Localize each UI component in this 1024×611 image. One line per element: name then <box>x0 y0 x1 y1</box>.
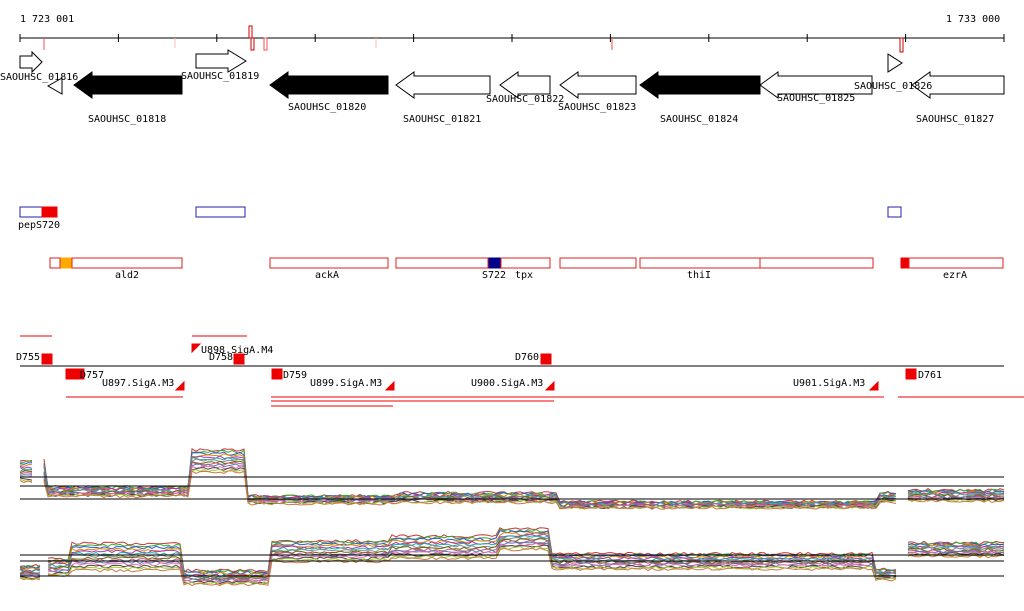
label-u900: U900.SigA.M3 <box>471 378 543 389</box>
label-d759: D759 <box>283 370 307 381</box>
gene-arrow-saouhsc-01821[interactable] <box>395 71 491 99</box>
gene-label-saouhsc-01827: SAOUHSC_01827 <box>916 114 994 125</box>
expression-lines-2 <box>19 527 1005 587</box>
marker-d757[interactable] <box>65 368 85 380</box>
expression-reference-lines-2 <box>20 554 1004 577</box>
ruler-marks <box>43 25 904 53</box>
gene-label-saouhsc-01825: SAOUHSC_01825 <box>777 93 855 104</box>
expression-track-2 <box>19 527 1005 587</box>
feature-s720-box[interactable] <box>41 206 58 218</box>
marker-u898[interactable] <box>191 343 202 354</box>
operon-tpx[interactable] <box>500 257 551 269</box>
gene-label-saouhsc-01823: SAOUHSC_01823 <box>558 102 636 113</box>
start-coordinate: 1 723 001 <box>20 14 74 25</box>
expression-lines-1 <box>19 447 1005 510</box>
label-d761: D761 <box>918 370 942 381</box>
gene-label-saouhsc-01826: SAOUHSC_01826 <box>854 81 932 92</box>
gene-label-saouhsc-01816: SAOUHSC_01816 <box>0 72 78 83</box>
small-feature-track: pep S720 <box>18 206 902 231</box>
operon-labels: ald2 ackA S722 tpx thiI ezrA <box>115 270 967 281</box>
expression-track-1 <box>19 447 1005 510</box>
gene-label-saouhsc-01822: SAOUHSC_01822 <box>486 94 564 105</box>
end-coordinate: 1 733 000 <box>946 14 1000 25</box>
regulation-markers <box>41 343 917 391</box>
operon-label-ald2: ald2 <box>115 270 139 281</box>
operon-label-thiI: thiI <box>687 270 711 281</box>
gene-labels: SAOUHSC_01816 SAOUHSC_01818 SAOUHSC_0181… <box>0 71 994 125</box>
operon-box-mid[interactable] <box>559 257 637 269</box>
gene-label-saouhsc-01819: SAOUHSC_01819 <box>181 71 259 82</box>
gene-label-saouhsc-01820: SAOUHSC_01820 <box>288 102 366 113</box>
marker-d761[interactable] <box>905 368 917 380</box>
regulation-bars <box>20 335 1024 407</box>
gene-arrow-saouhsc-01825[interactable] <box>759 71 873 99</box>
operon-label-ackA: ackA <box>315 270 339 281</box>
operon-s722-marker[interactable] <box>488 257 502 269</box>
coordinate-ruler: 1 723 001 1 733 000 <box>19 14 1005 53</box>
marker-d755[interactable] <box>41 353 53 365</box>
operon-track <box>49 257 1004 269</box>
marker-u901[interactable] <box>868 380 879 391</box>
label-u897: U897.SigA.M3 <box>102 378 174 389</box>
gene-arrow-saouhsc-01827[interactable] <box>911 71 1005 99</box>
ruler-ticks <box>19 34 1005 42</box>
operon-label-tpx: tpx <box>515 270 533 281</box>
feature-box-3[interactable] <box>887 206 902 218</box>
operon-s722-left[interactable] <box>395 257 489 269</box>
expression-reference-lines-1 <box>20 476 1004 500</box>
operon-ezrA-marker[interactable] <box>900 257 910 269</box>
operon-highlight-orange[interactable] <box>60 257 73 269</box>
label-d755: D755 <box>16 352 40 363</box>
operon-box-small[interactable] <box>49 257 61 269</box>
gene-arrow-saouhsc-01816-b[interactable] <box>46 77 63 95</box>
gene-track <box>19 49 1005 99</box>
operon-label-ezrA: ezrA <box>943 270 967 281</box>
operon-ald2[interactable] <box>71 257 183 269</box>
label-d760: D760 <box>515 352 539 363</box>
marker-u897[interactable] <box>174 380 185 391</box>
gene-label-saouhsc-01821: SAOUHSC_01821 <box>403 114 481 125</box>
gene-arrow-saouhsc-01816-a[interactable] <box>19 50 43 74</box>
label-u899: U899.SigA.M3 <box>310 378 382 389</box>
gene-arrow-saouhsc-01824[interactable] <box>639 71 761 99</box>
feature-label-pep: pep <box>18 220 36 231</box>
label-u898: U898.SigA.M4 <box>201 345 273 356</box>
marker-u900[interactable] <box>544 380 555 391</box>
gene-arrow-saouhsc-01820[interactable] <box>269 71 389 99</box>
operon-ezrA[interactable] <box>908 257 1004 269</box>
gene-label-saouhsc-01818: SAOUHSC_01818 <box>88 114 166 125</box>
gene-arrow-saouhsc-01822[interactable] <box>499 71 551 99</box>
feature-box-2[interactable] <box>195 206 246 218</box>
operon-thiI-right[interactable] <box>759 257 874 269</box>
marker-u899[interactable] <box>384 380 395 391</box>
feature-pep-box[interactable] <box>19 206 43 218</box>
marker-d760[interactable] <box>540 353 552 365</box>
label-d758: D758 <box>209 352 233 363</box>
gene-arrow-saouhsc-01818[interactable] <box>73 71 183 99</box>
expression-line <box>19 545 1005 586</box>
operon-ackA[interactable] <box>269 257 389 269</box>
marker-d759[interactable] <box>271 368 283 380</box>
gene-label-saouhsc-01824: SAOUHSC_01824 <box>660 114 738 125</box>
label-u901: U901.SigA.M3 <box>793 378 865 389</box>
gene-arrow-saouhsc-01826[interactable] <box>887 53 903 73</box>
operon-label-s722: S722 <box>482 270 506 281</box>
gene-arrow-saouhsc-01823[interactable] <box>559 71 637 99</box>
regulation-track: D755 D757 D758 D759 D760 D761 U897.SigA.… <box>16 335 1024 407</box>
regulation-labels: D755 D757 D758 D759 D760 D761 U897.SigA.… <box>16 345 942 389</box>
expression-line <box>19 470 1005 510</box>
operon-thiI-left[interactable] <box>639 257 761 269</box>
feature-label-s720: S720 <box>36 220 60 231</box>
marker-d758[interactable] <box>233 353 245 365</box>
label-d757: D757 <box>80 370 104 381</box>
gene-arrow-saouhsc-01819[interactable] <box>195 49 247 73</box>
